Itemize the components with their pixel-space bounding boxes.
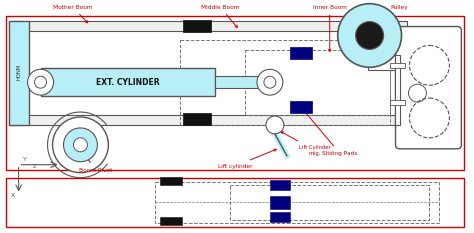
Bar xyxy=(183,113,211,125)
Text: Sliding Pads: Sliding Pads xyxy=(304,111,357,156)
Bar xyxy=(9,115,408,125)
Bar xyxy=(9,21,408,31)
Circle shape xyxy=(73,138,87,152)
Bar xyxy=(290,47,312,59)
Text: EXT. CYLINDER: EXT. CYLINDER xyxy=(95,78,159,87)
Bar xyxy=(9,21,28,125)
Bar xyxy=(390,63,404,68)
Circle shape xyxy=(53,117,109,173)
Bar xyxy=(245,50,390,115)
Text: Middle Boom: Middle Boom xyxy=(201,5,239,27)
Text: Boom Pivot: Boom Pivot xyxy=(79,151,112,173)
Bar xyxy=(160,217,182,225)
Circle shape xyxy=(337,4,401,67)
Text: Pulley: Pulley xyxy=(373,5,409,33)
Bar xyxy=(183,20,211,31)
Bar xyxy=(270,212,290,222)
Text: Inner Boom: Inner Boom xyxy=(313,5,346,51)
Bar xyxy=(230,185,429,220)
Bar xyxy=(368,55,398,70)
Bar xyxy=(160,177,182,185)
Circle shape xyxy=(356,22,383,49)
Text: HONM: HONM xyxy=(16,64,21,80)
FancyBboxPatch shape xyxy=(395,27,461,149)
Bar xyxy=(180,41,390,125)
Text: Lift cylinder: Lift cylinder xyxy=(218,149,276,169)
Text: Lift Cylinder
mtg.: Lift Cylinder mtg. xyxy=(281,132,331,156)
Bar xyxy=(155,182,439,223)
Text: Y: Y xyxy=(23,157,27,162)
Bar xyxy=(41,68,215,96)
Bar xyxy=(290,101,312,113)
Bar xyxy=(6,178,465,227)
Bar xyxy=(390,100,404,105)
Circle shape xyxy=(257,69,283,95)
Circle shape xyxy=(266,116,284,134)
Bar xyxy=(270,180,290,190)
Bar xyxy=(215,76,270,88)
Text: Z: Z xyxy=(33,164,36,169)
Circle shape xyxy=(27,69,54,95)
Bar xyxy=(394,55,400,125)
Circle shape xyxy=(64,128,98,162)
Bar xyxy=(6,16,465,170)
Bar xyxy=(270,195,290,209)
Text: X: X xyxy=(11,192,15,198)
Text: Mother Boom: Mother Boom xyxy=(53,5,92,23)
